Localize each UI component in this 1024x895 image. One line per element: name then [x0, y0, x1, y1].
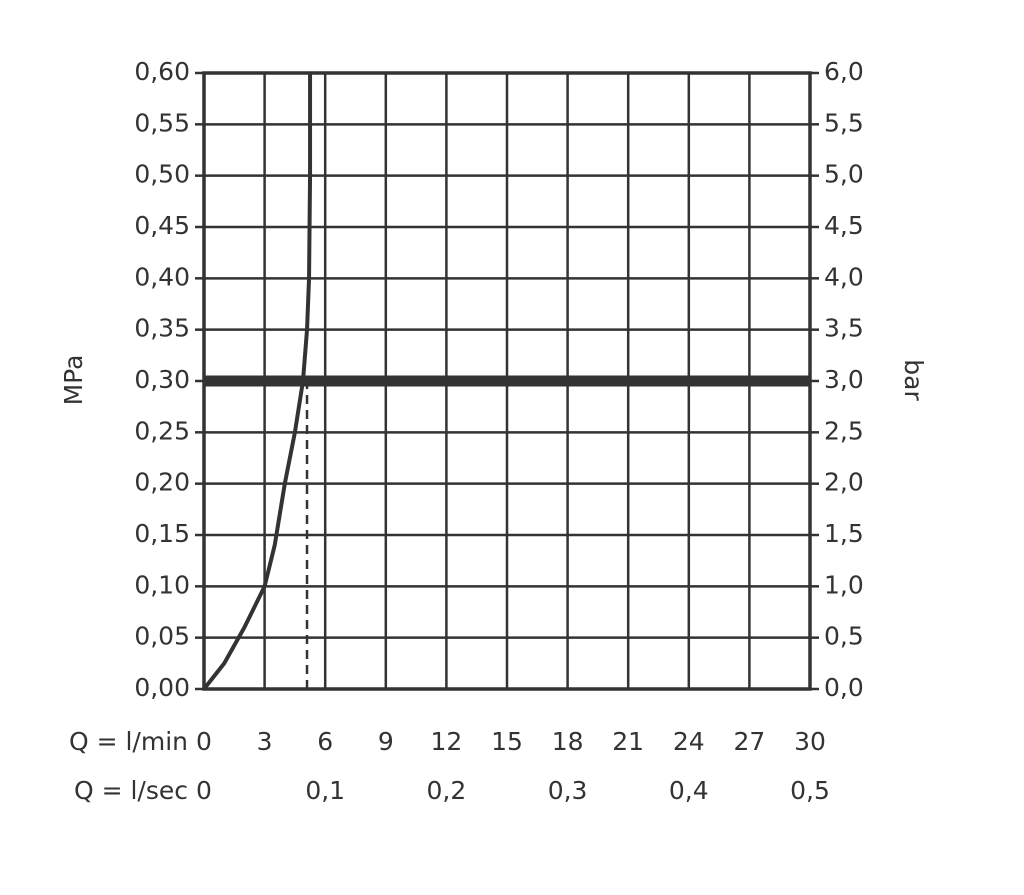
- x-tick-label: 12: [430, 727, 462, 756]
- y2-tick-label: 6,0: [824, 57, 864, 86]
- x2-tick-label: 0,5: [790, 776, 830, 805]
- x2-tick-label: 0,3: [548, 776, 588, 805]
- y-tick-label: 0,40: [134, 262, 190, 291]
- y-tick-label: 0,20: [134, 468, 190, 497]
- y2-tick-label: 4,5: [824, 211, 864, 240]
- x-tick-label: 6: [317, 727, 333, 756]
- y2-tick-label: 0,0: [824, 673, 864, 702]
- x-tick-label: 18: [552, 727, 584, 756]
- x-tick-label: 21: [612, 727, 644, 756]
- y-tick-label: 0,25: [134, 416, 190, 445]
- y2-tick-label: 2,0: [824, 468, 864, 497]
- x-tick-label: 3: [257, 727, 273, 756]
- x-tick-label: 30: [794, 727, 826, 756]
- y2-tick-label: 2,5: [824, 416, 864, 445]
- x-tick-label: 0: [196, 727, 212, 756]
- curve: [202, 73, 313, 691]
- y2-axis-label: bar: [899, 359, 928, 401]
- y-tick-label: 0,15: [134, 519, 190, 548]
- y-tick-label: 0,05: [134, 622, 190, 651]
- x2-tick-label: 0,2: [427, 776, 467, 805]
- x-tick-label: 24: [673, 727, 705, 756]
- y2-tick-label: 1,5: [824, 519, 864, 548]
- y-tick-label: 0,30: [134, 365, 190, 394]
- y2-tick-label: 3,0: [824, 365, 864, 394]
- y-tick-label: 0,00: [134, 673, 190, 702]
- y2-tick-label: 1,0: [824, 570, 864, 599]
- y-tick-label: 0,55: [134, 108, 190, 137]
- y2-tick-label: 0,5: [824, 622, 864, 651]
- x2-tick-label: 0,1: [305, 776, 345, 805]
- y-tick-label: 0,45: [134, 211, 190, 240]
- y-tick-label: 0,10: [134, 570, 190, 599]
- x2-tick-label: 0,4: [669, 776, 709, 805]
- x-axis-label: Q = l/min: [69, 727, 188, 756]
- y-tick-label: 0,60: [134, 57, 190, 86]
- y-tick-label: 0,35: [134, 314, 190, 343]
- x-tick-label: 27: [733, 727, 765, 756]
- y2-tick-label: 5,0: [824, 160, 864, 189]
- y2-tick-label: 5,5: [824, 108, 864, 137]
- x-tick-label: 9: [378, 727, 394, 756]
- y2-tick-label: 3,5: [824, 314, 864, 343]
- x-tick-label: 15: [491, 727, 523, 756]
- x2-tick-label: 0: [196, 776, 212, 805]
- y2-tick-label: 4,0: [824, 262, 864, 291]
- y-tick-label: 0,50: [134, 160, 190, 189]
- y-axis-label: MPa: [59, 355, 88, 406]
- x2-axis-label: Q = l/sec: [74, 776, 188, 805]
